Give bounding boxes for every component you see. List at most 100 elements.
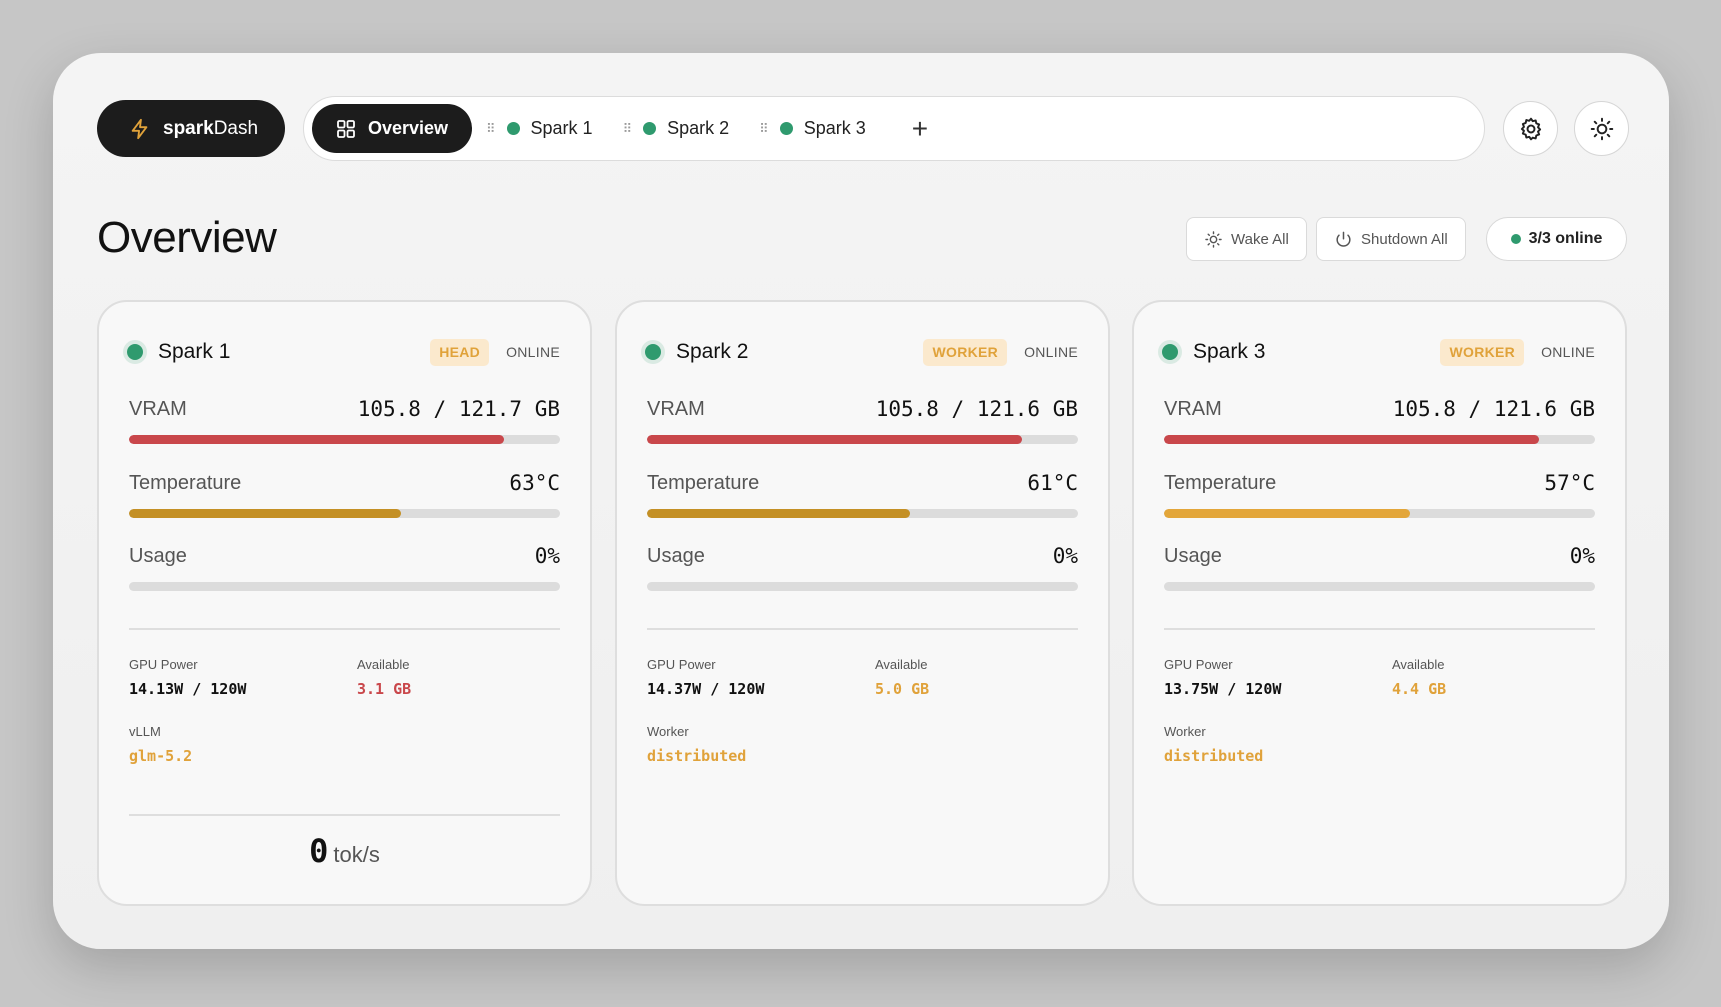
- temperature-metric: Temperature 63°C: [129, 471, 560, 522]
- lightning-icon: [131, 118, 148, 139]
- metric-label: VRAM: [129, 398, 187, 420]
- stat-value: distributed: [647, 747, 747, 765]
- stat-value: glm-5.2: [129, 747, 193, 765]
- usage-metric: Usage 0%: [1164, 544, 1595, 595]
- card-title: Spark 1: [158, 340, 231, 363]
- tab-spark-1[interactable]: ⠿ Spark 1: [486, 104, 593, 153]
- metric-value: 0%: [1052, 544, 1078, 568]
- tab-spark-2[interactable]: ⠿ Spark 2: [623, 104, 730, 153]
- status-dot-icon: [779, 122, 793, 135]
- card-title: Spark 3: [1193, 340, 1266, 363]
- tab-bar: Overview ⠿ Spark 1 ⠿ Spark 2 ⠿ Spark 3 +: [303, 96, 1485, 161]
- available-stat: Available 3.1 GB: [357, 657, 411, 698]
- node-card-spark-2: Spark 2 WORKER ONLINE VRAM 105.8 / 121.6…: [615, 300, 1110, 906]
- temperature-progress-fill: [1164, 509, 1410, 518]
- stat-label: Worker: [1164, 724, 1206, 739]
- drag-handle-icon[interactable]: ⠿: [622, 121, 632, 136]
- role-badge: WORKER: [1440, 338, 1525, 366]
- vram-metric: VRAM 105.8 / 121.6 GB: [1164, 397, 1595, 448]
- available-stat: Available 4.4 GB: [1392, 657, 1446, 698]
- vram-progress-fill: [129, 435, 504, 444]
- temperature-metric: Temperature 61°C: [647, 471, 1078, 522]
- stat-value: 14.13W / 120W: [129, 680, 247, 698]
- divider: [647, 628, 1078, 630]
- status-dot-icon: [643, 122, 657, 135]
- usage-progress-bar: [647, 582, 1078, 591]
- wake-all-button[interactable]: Wake All: [1186, 217, 1307, 261]
- metric-label: Temperature: [1164, 472, 1277, 494]
- stat-label: Worker: [647, 724, 689, 739]
- add-tab-button[interactable]: +: [911, 112, 929, 144]
- divider: [1164, 628, 1595, 630]
- metric-label: Usage: [647, 545, 705, 567]
- stat-value: 5.0 GB: [875, 680, 930, 698]
- metric-label: Usage: [1164, 545, 1222, 567]
- metric-value: 61°C: [1027, 471, 1078, 495]
- stat-value: 14.37W / 120W: [647, 680, 765, 698]
- stat-label: GPU Power: [1164, 657, 1233, 672]
- stat-label: GPU Power: [647, 657, 716, 672]
- status-dot-icon: [645, 344, 661, 360]
- card-header: Spark 1 HEAD ONLINE: [127, 337, 560, 367]
- node-card-spark-3: Spark 3 WORKER ONLINE VRAM 105.8 / 121.6…: [1132, 300, 1627, 906]
- metric-value: 105.8 / 121.6 GB: [875, 397, 1078, 421]
- gpu-power-stat: GPU Power 13.75W / 120W: [1164, 657, 1281, 698]
- tab-label: Spark 2: [667, 118, 730, 138]
- status-dot-icon: [1162, 344, 1178, 360]
- brand-name: sparkDash: [163, 117, 259, 139]
- usage-progress-bar: [1164, 582, 1595, 591]
- role-badge: HEAD: [430, 338, 490, 366]
- metric-value: 105.8 / 121.7 GB: [357, 397, 560, 421]
- status-dot-icon: [127, 344, 143, 360]
- shutdown-all-label: Shutdown All: [1361, 230, 1448, 248]
- brand-logo[interactable]: sparkDash: [97, 100, 285, 157]
- drag-handle-icon[interactable]: ⠿: [759, 121, 768, 136]
- vllm-stat: vLLM glm-5.2: [129, 724, 192, 765]
- vram-progress-fill: [1164, 435, 1539, 444]
- status-label: ONLINE: [1024, 344, 1078, 360]
- stat-label: Available: [1392, 657, 1445, 672]
- page-title: Overview: [97, 213, 277, 262]
- vram-progress-bar: [129, 435, 560, 444]
- status-label: ONLINE: [506, 344, 560, 360]
- usage-progress-bar: [129, 582, 560, 591]
- wake-all-label: Wake All: [1231, 230, 1289, 248]
- drag-handle-icon[interactable]: ⠿: [486, 121, 495, 136]
- stat-value: distributed: [1164, 747, 1264, 765]
- shutdown-all-button[interactable]: Shutdown All: [1316, 217, 1466, 261]
- theme-toggle-button[interactable]: [1574, 101, 1629, 156]
- divider: [129, 814, 560, 816]
- sun-icon: [1205, 230, 1222, 248]
- usage-metric: Usage 0%: [129, 544, 560, 595]
- tab-spark-3[interactable]: ⠿ Spark 3: [759, 104, 866, 153]
- divider: [129, 628, 560, 630]
- gear-icon: [1520, 117, 1541, 140]
- stat-value: 3.1 GB: [357, 680, 412, 698]
- tab-label: Spark 3: [803, 118, 866, 138]
- metric-value: 0%: [1569, 544, 1595, 568]
- available-stat: Available 5.0 GB: [875, 657, 929, 698]
- stat-label: Available: [875, 657, 928, 672]
- vram-metric: VRAM 105.8 / 121.7 GB: [129, 397, 560, 448]
- app-window: sparkDash Overview ⠿ Spark 1 ⠿ Spark 2 ⠿…: [53, 53, 1669, 949]
- grid-icon: [337, 119, 355, 138]
- usage-metric: Usage 0%: [647, 544, 1078, 595]
- online-count-badge: 3/3 online: [1486, 217, 1627, 261]
- metric-label: Temperature: [129, 472, 242, 494]
- power-icon: [1336, 231, 1351, 247]
- tab-overview[interactable]: Overview: [312, 104, 472, 153]
- temperature-progress-bar: [129, 509, 560, 518]
- metric-label: VRAM: [1164, 398, 1222, 420]
- metric-label: Usage: [129, 545, 187, 567]
- card-header: Spark 2 WORKER ONLINE: [645, 337, 1078, 367]
- status-dot-icon: [1510, 234, 1521, 244]
- vram-metric: VRAM 105.8 / 121.6 GB: [647, 397, 1078, 448]
- settings-button[interactable]: [1503, 101, 1558, 156]
- tab-label: Spark 1: [530, 118, 593, 138]
- metric-label: Temperature: [647, 472, 760, 494]
- status-label: ONLINE: [1541, 344, 1595, 360]
- node-card-spark-1: Spark 1 HEAD ONLINE VRAM 105.8 / 121.7 G…: [97, 300, 592, 906]
- metric-value: 63°C: [509, 471, 560, 495]
- temperature-progress-fill: [647, 509, 910, 518]
- throughput-unit: tok/s: [333, 842, 380, 867]
